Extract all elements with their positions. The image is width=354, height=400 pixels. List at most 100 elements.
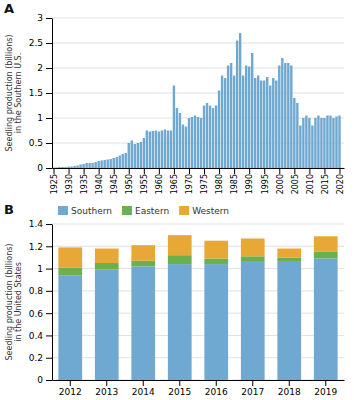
tick-label: 2.5 xyxy=(29,38,43,48)
tick-mark xyxy=(159,168,160,174)
grid-line xyxy=(52,43,344,44)
tick-mark xyxy=(46,143,52,144)
tick-label: 1965 xyxy=(170,174,179,194)
tick-label: 1995 xyxy=(261,174,270,194)
tick-label: 1935 xyxy=(80,174,89,194)
bar-segment xyxy=(131,261,155,267)
tick-label: 2012 xyxy=(59,387,82,397)
tick-label: 1930 xyxy=(65,174,74,194)
tick-mark xyxy=(46,118,52,119)
tick-label: 1925 xyxy=(50,174,59,194)
tick-label: 3 xyxy=(37,13,43,23)
tick-mark xyxy=(46,291,52,292)
tick: 2.5 xyxy=(29,38,52,48)
tick-mark xyxy=(46,43,52,44)
bar xyxy=(173,86,175,169)
bar xyxy=(197,117,199,168)
bar-segment xyxy=(131,266,155,380)
bar-segment xyxy=(241,256,265,262)
bar-segment xyxy=(95,249,119,263)
grid xyxy=(52,224,344,380)
tick-label: 2016 xyxy=(205,387,228,397)
tick: 1.4 xyxy=(29,219,52,229)
grid-line xyxy=(52,246,344,247)
bar xyxy=(61,167,63,168)
tick-label: 1955 xyxy=(140,174,149,194)
bar xyxy=(161,131,163,169)
bar xyxy=(317,116,319,169)
tick-mark xyxy=(204,168,205,174)
tick-mark xyxy=(46,246,52,247)
tick-label: 1970 xyxy=(185,174,194,194)
bar-segment xyxy=(168,255,192,264)
tick-mark xyxy=(143,380,144,386)
x-axis: 1925193019351940194519501955196019651970… xyxy=(50,168,345,194)
bar-segment xyxy=(204,264,228,380)
tick: 1960 xyxy=(155,168,164,194)
tick-mark xyxy=(46,18,52,19)
legend-label: Southern xyxy=(71,206,112,216)
tick-mark xyxy=(144,168,145,174)
bar xyxy=(287,63,289,168)
tick-label: 1.4 xyxy=(29,219,44,229)
bar xyxy=(88,163,90,168)
bar xyxy=(314,118,316,168)
bar xyxy=(293,98,295,168)
tick-label: 1 xyxy=(37,113,43,123)
tick: 2010 xyxy=(306,168,315,194)
bar xyxy=(149,132,151,169)
bar xyxy=(137,143,139,168)
tick-label: 0 xyxy=(37,163,43,173)
tick-mark xyxy=(46,335,52,336)
tick-mark xyxy=(46,358,52,359)
tick: 1 xyxy=(37,264,52,274)
bar xyxy=(179,113,181,168)
tick: 2020 xyxy=(336,168,345,194)
tick: 2017 xyxy=(241,380,264,397)
bar xyxy=(170,131,172,169)
bar-segment xyxy=(58,247,82,267)
tick: 3 xyxy=(37,13,52,23)
bar xyxy=(254,78,256,168)
tick-mark xyxy=(174,168,175,174)
bar xyxy=(131,141,133,169)
tick-label: 1985 xyxy=(230,174,239,194)
tick-mark xyxy=(179,380,180,386)
bar xyxy=(305,116,307,169)
tick-mark xyxy=(234,168,235,174)
bar-segment xyxy=(95,270,119,380)
bar xyxy=(233,76,235,169)
tick: 1995 xyxy=(261,168,270,194)
bar xyxy=(55,167,57,168)
bar xyxy=(119,156,121,169)
bar xyxy=(299,126,301,169)
tick: 1990 xyxy=(245,168,254,194)
bar xyxy=(227,66,229,169)
tick-mark xyxy=(264,168,265,174)
bar xyxy=(212,108,214,168)
bar xyxy=(134,144,136,168)
tick: 1945 xyxy=(110,168,119,194)
bar xyxy=(146,131,148,169)
bar xyxy=(242,76,244,169)
legend-label: Western xyxy=(192,206,229,216)
tick-mark xyxy=(46,224,52,225)
bar-segment xyxy=(314,236,338,252)
bar xyxy=(116,157,118,168)
tick: 1 xyxy=(37,113,52,123)
tick-mark xyxy=(325,380,326,386)
bar xyxy=(185,127,187,169)
tick: 2019 xyxy=(314,380,337,397)
tick: 1.5 xyxy=(29,88,52,98)
panel-title: A xyxy=(4,1,14,16)
bar xyxy=(281,58,283,168)
bar xyxy=(125,153,127,168)
tick: 1955 xyxy=(140,168,149,194)
bar xyxy=(230,63,232,168)
bar xyxy=(269,86,271,169)
grid xyxy=(52,18,344,168)
tick-label: 1960 xyxy=(155,174,164,194)
legend-label: Eastern xyxy=(135,206,169,216)
bar xyxy=(263,81,265,169)
tick-mark xyxy=(219,168,220,174)
